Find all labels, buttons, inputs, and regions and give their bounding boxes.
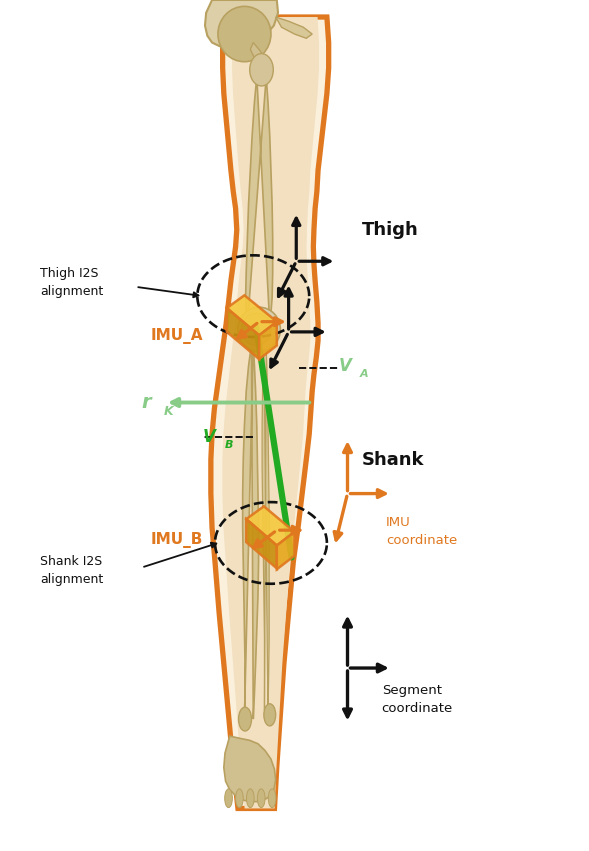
Polygon shape xyxy=(246,519,277,568)
Ellipse shape xyxy=(236,789,243,808)
Polygon shape xyxy=(276,17,312,38)
Text: Thigh: Thigh xyxy=(362,220,419,239)
Text: V: V xyxy=(203,427,216,446)
Polygon shape xyxy=(246,506,294,545)
Text: V: V xyxy=(339,357,352,375)
Text: r: r xyxy=(141,393,151,412)
Polygon shape xyxy=(262,349,269,711)
Text: A: A xyxy=(360,369,369,380)
Polygon shape xyxy=(250,43,270,77)
Ellipse shape xyxy=(268,789,276,808)
Polygon shape xyxy=(224,736,276,802)
Polygon shape xyxy=(227,295,277,335)
Ellipse shape xyxy=(250,54,273,86)
Polygon shape xyxy=(243,344,259,719)
Ellipse shape xyxy=(241,313,271,346)
Ellipse shape xyxy=(257,789,265,808)
Polygon shape xyxy=(205,0,278,49)
Polygon shape xyxy=(227,308,259,359)
Polygon shape xyxy=(211,17,329,808)
Text: Thigh I2S
alignment: Thigh I2S alignment xyxy=(40,267,103,298)
Text: IMU_B: IMU_B xyxy=(150,533,203,548)
Text: B: B xyxy=(224,440,233,450)
Polygon shape xyxy=(259,322,277,359)
Polygon shape xyxy=(246,77,273,325)
Ellipse shape xyxy=(238,307,280,351)
Ellipse shape xyxy=(246,789,254,808)
Ellipse shape xyxy=(264,704,276,726)
Polygon shape xyxy=(277,532,294,569)
Text: Shank I2S
alignment: Shank I2S alignment xyxy=(40,555,103,585)
Text: Shank: Shank xyxy=(362,450,425,469)
Text: IMU
coordinate: IMU coordinate xyxy=(386,517,457,547)
Text: IMU_A: IMU_A xyxy=(150,328,203,344)
Polygon shape xyxy=(223,17,319,808)
Text: K: K xyxy=(164,405,173,419)
Ellipse shape xyxy=(225,789,232,808)
Text: Segment
coordinate: Segment coordinate xyxy=(382,684,453,715)
Ellipse shape xyxy=(218,7,271,62)
Ellipse shape xyxy=(239,707,252,731)
